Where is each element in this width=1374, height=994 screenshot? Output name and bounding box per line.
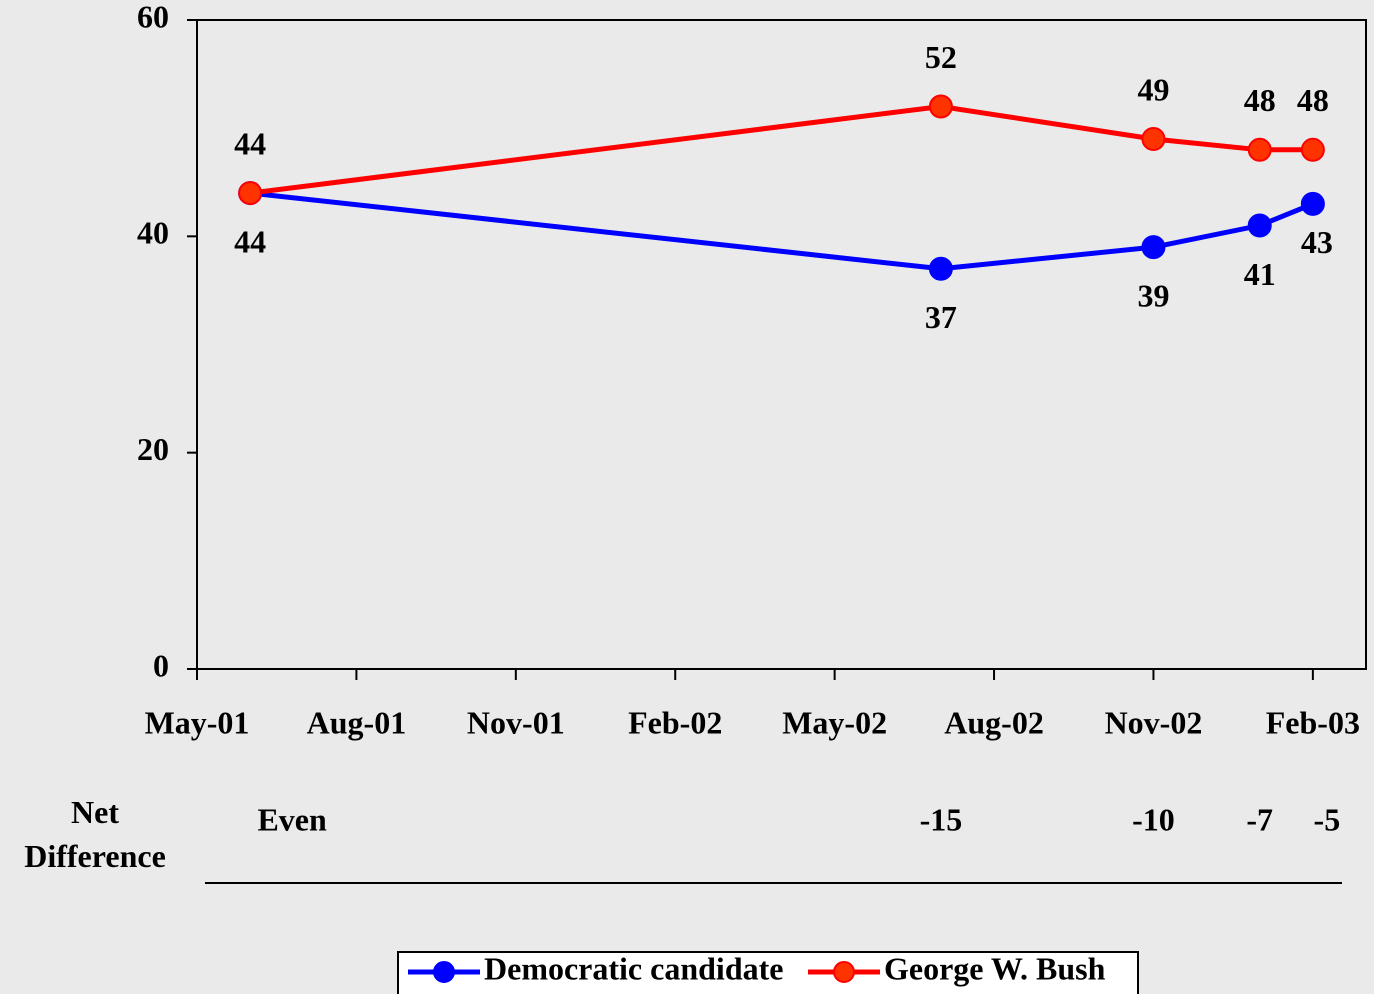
data-label: 48 xyxy=(1244,82,1276,118)
data-label: 52 xyxy=(925,39,957,75)
marker xyxy=(928,94,953,119)
net-difference-value: -5 xyxy=(1314,801,1341,837)
marker xyxy=(928,256,953,281)
x-tick-label: Aug-02 xyxy=(944,704,1044,740)
y-tick-label: 20 xyxy=(137,431,169,467)
x-tick-label: May-01 xyxy=(145,704,250,740)
marker xyxy=(1141,235,1166,260)
x-tick-label: Feb-02 xyxy=(628,704,722,740)
marker xyxy=(1247,137,1272,162)
x-tick-label: Nov-02 xyxy=(1105,704,1203,740)
marker xyxy=(238,181,263,206)
x-tick-label: May-02 xyxy=(782,704,887,740)
y-tick-label: 0 xyxy=(153,647,169,683)
data-label: 49 xyxy=(1137,71,1169,107)
x-tick-label: Nov-01 xyxy=(467,704,565,740)
net-difference-label: Net Difference xyxy=(24,794,166,874)
legend-box xyxy=(397,951,1139,994)
legend-label: George W. Bush xyxy=(884,950,1106,986)
x-tick-label: Aug-01 xyxy=(307,704,407,740)
data-label: 48 xyxy=(1297,82,1329,118)
legend-marker xyxy=(433,961,455,983)
net-difference-value: Even xyxy=(257,801,327,837)
data-label: 39 xyxy=(1137,277,1169,313)
marker xyxy=(1141,126,1166,151)
data-label: 44 xyxy=(234,125,266,161)
plot-area xyxy=(196,19,1367,670)
legend-marker xyxy=(833,961,855,983)
x-tick-label: Feb-03 xyxy=(1266,704,1360,740)
net-difference-value: -15 xyxy=(920,801,963,837)
data-label: 37 xyxy=(925,299,957,335)
marker xyxy=(1300,137,1325,162)
y-tick-label: 40 xyxy=(137,215,169,251)
data-label: 41 xyxy=(1244,256,1276,292)
data-label: 43 xyxy=(1301,224,1333,260)
net-difference-value: -7 xyxy=(1246,801,1273,837)
marker xyxy=(1300,191,1325,216)
net-difference-value: -10 xyxy=(1132,801,1175,837)
marker xyxy=(1247,213,1272,238)
data-label: 44 xyxy=(234,223,266,259)
legend-label: Democratic candidate xyxy=(484,950,783,986)
y-tick-label: 60 xyxy=(137,0,169,34)
